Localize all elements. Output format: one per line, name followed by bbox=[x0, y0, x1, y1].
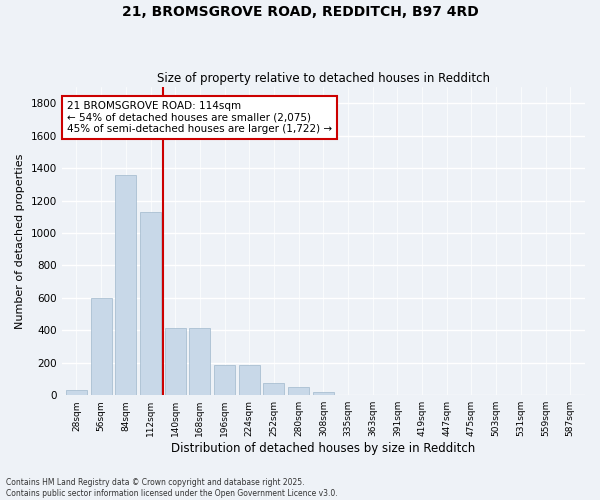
Bar bbox=[288, 387, 309, 395]
Bar bbox=[140, 212, 161, 395]
Bar bbox=[263, 383, 284, 395]
Title: Size of property relative to detached houses in Redditch: Size of property relative to detached ho… bbox=[157, 72, 490, 85]
Y-axis label: Number of detached properties: Number of detached properties bbox=[15, 154, 25, 329]
X-axis label: Distribution of detached houses by size in Redditch: Distribution of detached houses by size … bbox=[171, 442, 475, 455]
Bar bbox=[66, 390, 87, 395]
Bar bbox=[313, 392, 334, 395]
Text: Contains HM Land Registry data © Crown copyright and database right 2025.
Contai: Contains HM Land Registry data © Crown c… bbox=[6, 478, 338, 498]
Bar bbox=[91, 298, 112, 395]
Text: 21 BROMSGROVE ROAD: 114sqm
← 54% of detached houses are smaller (2,075)
45% of s: 21 BROMSGROVE ROAD: 114sqm ← 54% of deta… bbox=[67, 101, 332, 134]
Bar bbox=[214, 365, 235, 395]
Bar bbox=[239, 365, 260, 395]
Bar bbox=[115, 174, 136, 395]
Text: 21, BROMSGROVE ROAD, REDDITCH, B97 4RD: 21, BROMSGROVE ROAD, REDDITCH, B97 4RD bbox=[122, 5, 478, 19]
Bar bbox=[190, 328, 211, 395]
Bar bbox=[165, 328, 186, 395]
